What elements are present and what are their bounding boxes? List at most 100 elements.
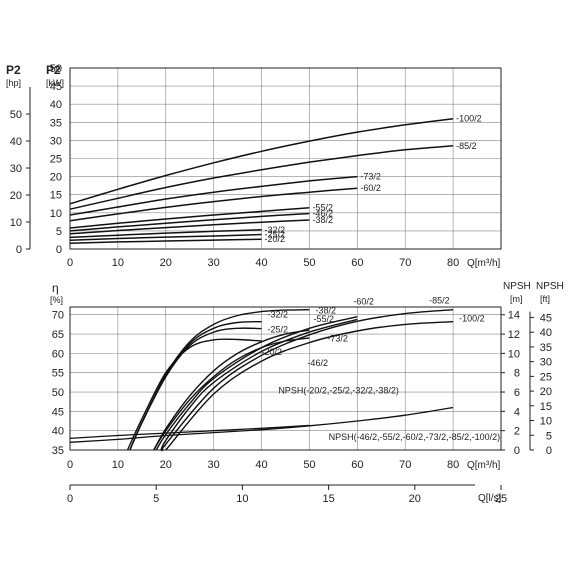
hp-tick-label: 30	[10, 163, 22, 175]
eta-unit: [%]	[50, 295, 63, 305]
power-tick-labels: 0 10 20 30 40 50 60 70 80 0 5 10 15 20 25 30 35 40 45 50 0 10…	[10, 63, 459, 269]
npsh-m-tick-label: 14	[508, 310, 520, 322]
kw-tick-label: 15	[50, 190, 62, 202]
kw-tick-label: 30	[50, 135, 62, 147]
efficiency-curve-label-46-2: -46/2	[307, 358, 328, 368]
efficiency-curve-55-2	[153, 329, 310, 451]
hp-tick-label: 40	[10, 136, 22, 148]
efficiency-curve-label-38-2: -38/2	[315, 306, 336, 316]
npsh-m-unit: [m]	[510, 294, 523, 304]
x-tick-label: 40	[255, 257, 267, 269]
efficiency-curve-label-73-2: -73/2	[327, 333, 348, 343]
x-tick-label: 30	[208, 459, 220, 471]
kw-tick-label: 45	[50, 81, 62, 93]
eta-tick-label: 45	[52, 406, 64, 418]
kw-tick-label: 40	[50, 99, 62, 111]
npsh-ft-tick-label: 20	[540, 386, 552, 398]
efficiency-curve-label-100-2: -100/2	[459, 314, 485, 324]
efficiency-curve-label-20-2: -20/2	[262, 347, 283, 357]
efficiency-x-axis-label: Q[m³/h]	[467, 460, 501, 471]
flow-ls-axis: 0 5 10 15 20 25 Q[l/s]	[67, 484, 507, 505]
efficiency-curve-60-2	[155, 316, 358, 451]
x-tick-label: 60	[351, 459, 363, 471]
x-tick-label: 50	[303, 257, 315, 269]
power-curve-label-55-2: -55/2	[312, 203, 333, 213]
eta-tick-label: 60	[52, 348, 64, 360]
ls-axis-label: Q[l/s]	[478, 493, 502, 504]
efficiency-curve-label-25-2: -25/2	[268, 325, 289, 335]
eta-tick-label: 70	[52, 310, 64, 322]
efficiency-curve-73-2	[160, 318, 358, 451]
x-tick-label: 50	[303, 459, 315, 471]
x-tick-label: 40	[255, 459, 267, 471]
power-curve-55-2	[69, 206, 310, 229]
efficiency-curve-label-85-2: -85/2	[429, 296, 450, 306]
power-curve-label-60-2: -60/2	[360, 183, 381, 193]
x-tick-label: 70	[399, 459, 411, 471]
eta-tick-label: 65	[52, 329, 64, 341]
ls-tick-label: 10	[236, 493, 248, 505]
hp-tick-label: 50	[10, 109, 22, 121]
power-curve-20-2	[69, 238, 262, 244]
efficiency-curve-label-55-2: -55/2	[313, 314, 334, 324]
kw-tick-label: 0	[56, 244, 62, 256]
npsh-m-tick-label: 4	[514, 406, 520, 418]
npsh-m-tick-label: 8	[514, 368, 520, 380]
npsh-curve-2	[69, 406, 454, 443]
npsh-ft-tick-label: 10	[540, 416, 552, 428]
x-tick-label: 0	[67, 257, 73, 269]
eta-tick-label: 40	[52, 426, 64, 438]
power-curve-label-32-2: -32/2	[265, 225, 286, 235]
power-panel: 0 10 20 30 40 50 60 70 80 0 5 10 15 20 25 30 35 40 45 50 0 10…	[6, 63, 502, 269]
power-curve-label-20-2: -20/2	[265, 234, 286, 244]
npsh-curve-1	[69, 424, 310, 440]
efficiency-curve-100-2	[165, 321, 454, 451]
efficiency-curve-20-2	[126, 338, 262, 451]
npsh-ft-tick-label: 40	[540, 327, 552, 339]
power-curve-label-100-2: -100/2	[456, 114, 482, 124]
efficiency-curve-labels: -20/2 -25/2 -32/2 -38/2 -46/2 -55/2 -60/2 -73/2…	[262, 296, 501, 442]
p2-hp-unit: [hp]	[6, 78, 21, 88]
power-curve-73-2	[69, 175, 358, 216]
npsh-m-tick-label: 2	[514, 426, 520, 438]
npsh-ft-unit: [ft]	[540, 294, 550, 304]
x-tick-label: 10	[112, 459, 124, 471]
x-tick-label: 20	[160, 257, 172, 269]
npsh-curve-label-2: NPSH(-46/2,-55/2,-60/2,-73/2,-85/2,-100/…	[329, 432, 501, 442]
power-plot-frame	[69, 67, 502, 250]
efficiency-curves	[126, 309, 454, 452]
efficiency-curve-38-2	[129, 309, 310, 451]
power-curve-label-25-2: -25/2	[265, 230, 286, 240]
efficiency-curve-85-2	[160, 309, 454, 452]
efficiency-curve-label-32-2: -32/2	[268, 310, 289, 320]
npsh-m-tick-label: 10	[508, 348, 520, 360]
power-curves	[69, 117, 454, 244]
npsh-ft-header: NPSH	[536, 281, 564, 292]
x-tick-label: 80	[447, 257, 459, 269]
npsh-m-tick-label: 6	[514, 387, 520, 399]
eta-tick-label: 50	[52, 387, 64, 399]
npsh-ft-tick-label: 15	[540, 401, 552, 413]
p2-hp-header: P2	[6, 63, 21, 77]
x-tick-label: 70	[399, 257, 411, 269]
npsh-ft-tick-label: 25	[540, 371, 552, 383]
hp-tick-label: 20	[10, 190, 22, 202]
power-curve-100-2	[69, 117, 454, 205]
power-x-axis-label: Q[m³/h]	[467, 258, 501, 269]
npsh-ft-tick-label: 0	[546, 445, 552, 457]
power-curve-38-2	[69, 219, 310, 235]
kw-tick-label: 10	[50, 208, 62, 220]
power-curve-label-46-2: -46/2	[312, 209, 333, 219]
ls-tick-label: 0	[67, 493, 73, 505]
ls-axis-ticks: 0 5 10 15 20 25	[67, 485, 507, 505]
x-tick-label: 80	[447, 459, 459, 471]
kw-tick-label: 5	[56, 226, 62, 238]
power-curve-label-73-2: -73/2	[360, 172, 381, 182]
ls-tick-label: 15	[322, 493, 334, 505]
power-curve-label-85-2: -85/2	[456, 141, 477, 151]
power-curve-46-2	[69, 212, 310, 232]
kw-tick-label: 25	[50, 154, 62, 166]
power-curve-85-2	[69, 145, 454, 210]
power-curve-60-2	[69, 187, 358, 222]
npsh-m-header: NPSH	[503, 281, 531, 292]
